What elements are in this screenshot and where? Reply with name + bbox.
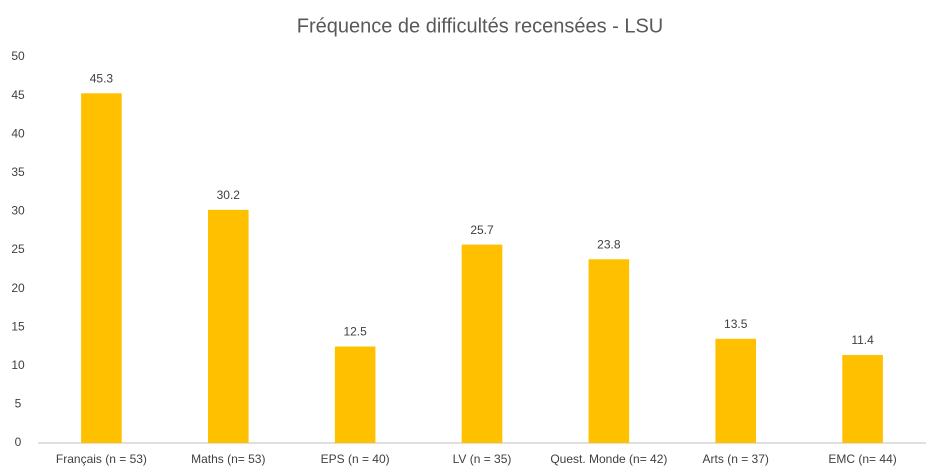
data-label: 25.7 xyxy=(470,223,494,237)
data-label: 13.5 xyxy=(724,317,748,331)
y-tick-label: 10 xyxy=(11,358,25,372)
x-tick-label: EPS (n = 40) xyxy=(321,452,390,466)
bar xyxy=(334,346,376,443)
y-tick-label: 20 xyxy=(11,281,25,295)
y-tick-label: 30 xyxy=(11,204,25,218)
y-tick-label: 0 xyxy=(15,435,22,449)
data-label: 45.3 xyxy=(90,71,114,85)
data-label: 11.4 xyxy=(851,333,874,347)
y-tick-label: 35 xyxy=(11,165,25,179)
bar xyxy=(461,244,503,443)
bar xyxy=(207,209,249,443)
y-tick-label: 25 xyxy=(11,242,25,256)
y-tick-label: 15 xyxy=(11,319,25,333)
x-tick-label: Arts (n = 37) xyxy=(703,452,769,466)
bar xyxy=(81,93,122,443)
x-tick-label: Maths (n= 53) xyxy=(191,452,265,466)
x-tick-label: Quest. Monde (n= 42) xyxy=(550,452,667,466)
y-tick-label: 5 xyxy=(15,397,22,411)
data-label: 30.2 xyxy=(217,188,241,202)
x-tick-label: LV (n = 35) xyxy=(453,452,512,466)
bar xyxy=(842,354,883,443)
chart-title: Fréquence de difficultés recensées - LSU xyxy=(297,15,664,37)
data-label: 23.8 xyxy=(597,237,621,251)
y-tick-label: 40 xyxy=(11,126,25,140)
y-tick-label: 50 xyxy=(11,49,25,63)
bar xyxy=(715,338,757,443)
bar xyxy=(588,259,630,443)
x-tick-label: Français (n = 53) xyxy=(56,452,147,466)
x-tick-label: EMC (n= 44) xyxy=(828,452,896,466)
data-label: 12.5 xyxy=(343,325,367,339)
y-tick-label: 45 xyxy=(11,88,25,102)
